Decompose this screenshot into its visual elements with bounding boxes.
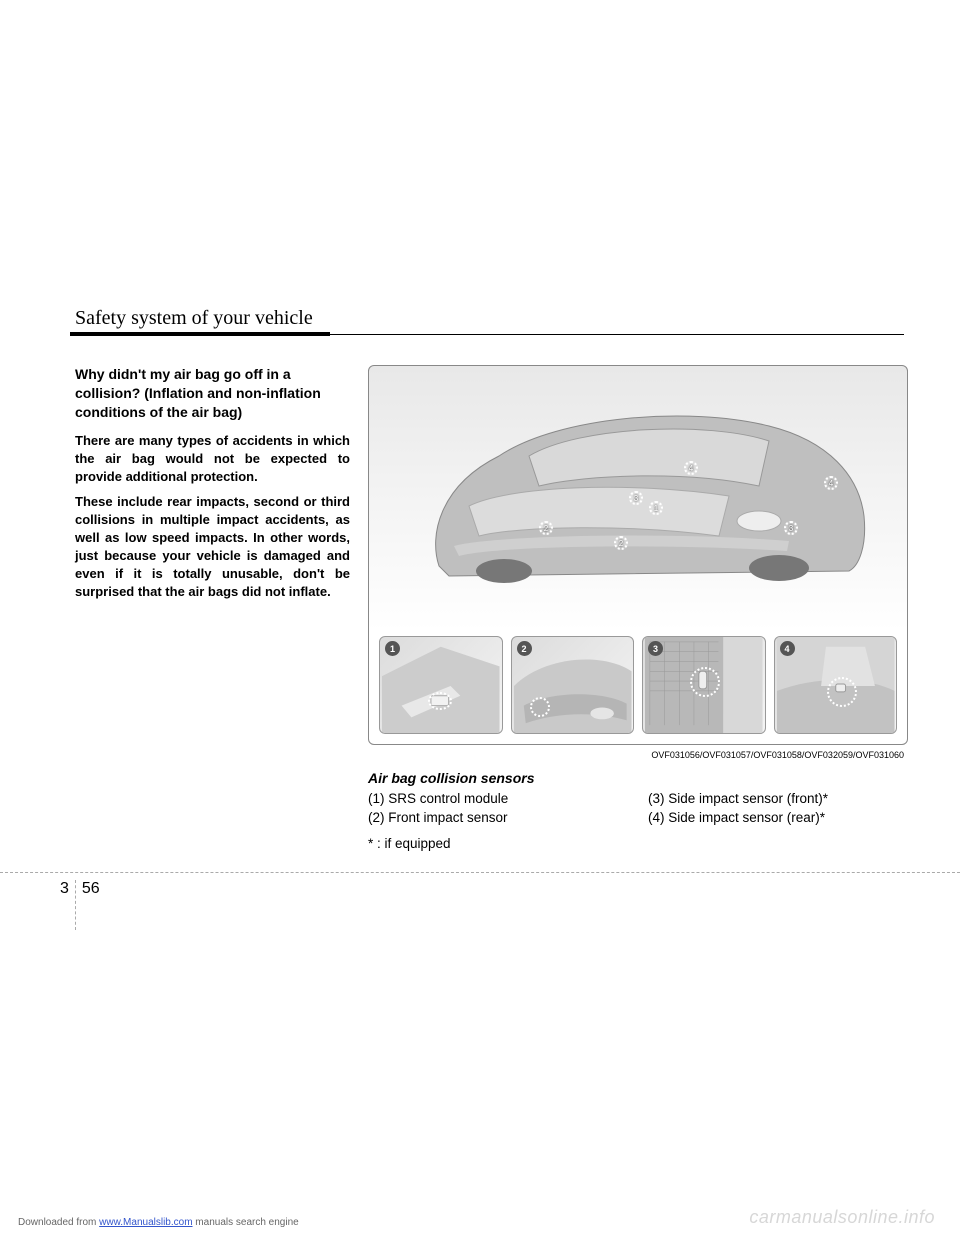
thumb-4-num: 4 [780,641,795,656]
thumb-2-num: 2 [517,641,532,656]
sensors-heading: Air bag collision sensors [368,770,908,786]
sensor-highlight-4 [827,677,857,707]
marker-3a: 3 [629,491,643,505]
sensors-col-2: (3) Side impact sensor (front)* (4) Side… [648,790,898,828]
left-column: Why didn't my air bag go off in a collis… [75,365,350,851]
figure-airbag-sensors: 1 2 2 3 3 4 4 1 [368,365,908,745]
paragraph-1: There are many types of accidents in whi… [75,432,350,486]
watermark: carmanualsonline.info [749,1207,935,1228]
sensor-item-2: (2) Front impact sensor [368,809,618,828]
section-title: Safety system of your vehicle [75,307,313,330]
marker-1: 1 [649,501,663,515]
header-rule-thin [330,334,904,335]
sensor-highlight-2 [530,697,550,717]
header-rule-thick [70,332,330,336]
page: Safety system of your vehicle Why didn't… [0,0,960,1242]
footnote: * : if equipped [368,836,908,851]
content-row: Why didn't my air bag go off in a collis… [75,365,905,851]
page-number: 56 [76,880,100,898]
footer-text: Downloaded from www.Manualslib.com manua… [18,1217,299,1228]
marker-2a: 2 [539,521,553,535]
thumb-1-num: 1 [385,641,400,656]
thumb-row: 1 2 [379,636,897,734]
footer-prefix: Downloaded from [18,1217,99,1228]
marker-4a: 4 [684,461,698,475]
thumb-1: 1 [379,636,503,734]
sensor-item-3: (3) Side impact sensor (front)* [648,790,898,809]
sensors-col-1: (1) SRS control module (2) Front impact … [368,790,618,828]
page-dash-line [0,872,960,873]
chapter-number: 3 [60,880,76,930]
thumb-3: 3 [642,636,766,734]
sensor-item-4: (4) Side impact sensor (rear)* [648,809,898,828]
paragraph-2: These include rear impacts, second or th… [75,493,350,601]
footer-suffix: manuals search engine [193,1217,299,1228]
marker-3b: 3 [784,521,798,535]
marker-2b: 2 [614,536,628,550]
figure-code: OVF031056/OVF031057/OVF031058/OVF032059/… [368,750,908,760]
right-column: 1 2 2 3 3 4 4 1 [368,365,908,851]
page-number-block: 3 56 [60,880,100,930]
thumb-2: 2 [511,636,635,734]
thumb-3-num: 3 [648,641,663,656]
footer-link[interactable]: www.Manualslib.com [99,1217,192,1228]
thumb-4: 4 [774,636,898,734]
question-heading: Why didn't my air bag go off in a collis… [75,365,350,422]
sensors-list: (1) SRS control module (2) Front impact … [368,790,908,828]
marker-4b: 4 [824,476,838,490]
sensor-highlight-1 [428,692,452,710]
sensor-highlight-3 [690,667,720,697]
sensor-item-1: (1) SRS control module [368,790,618,809]
